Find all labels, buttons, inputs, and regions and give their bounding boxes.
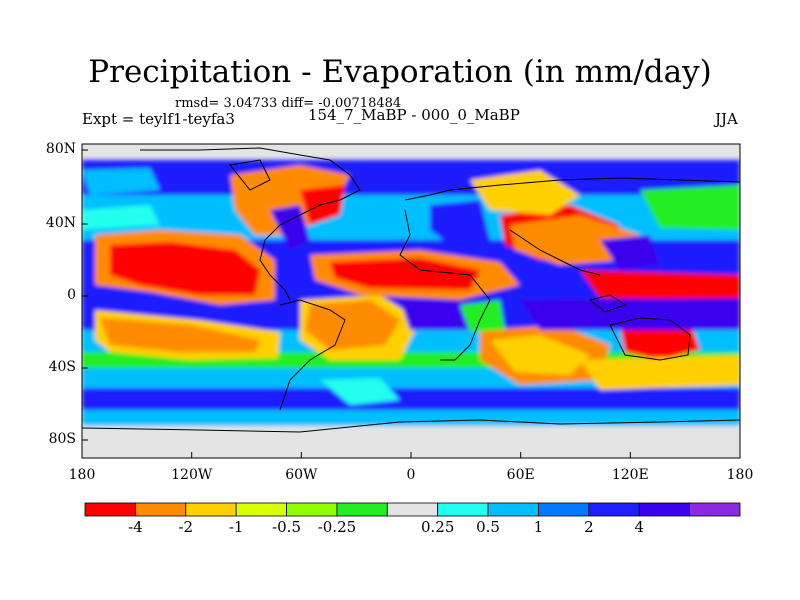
colorbar-swatch [235, 502, 287, 517]
colorbar-swatch [286, 502, 338, 517]
colorbar [84, 502, 741, 517]
lon-tick-label: 60E [506, 467, 535, 483]
colorbar-label: 1 [533, 518, 544, 536]
colorbar-label: -1 [228, 518, 244, 536]
precip-evap-field [82, 144, 740, 458]
experiment-label: Expt = teylf1-teyfa3 [82, 110, 235, 128]
lon-tick-label: 0 [406, 467, 416, 483]
colorbar-label: 4 [634, 518, 644, 536]
lon-tick-label: 60W [285, 467, 318, 483]
lat-tick-label: 40S [48, 359, 76, 375]
colorbar-swatch [689, 502, 741, 517]
colorbar-label: -0.25 [317, 518, 357, 536]
coastlines [82, 147, 740, 433]
colorbar-label: -4 [128, 518, 143, 536]
colorbar-swatch [386, 502, 439, 517]
colorbar-label: 2 [584, 518, 594, 536]
colorbar-swatch [487, 502, 539, 517]
lon-tick-label: 120W [171, 467, 213, 483]
lat-tick-label: 80N [45, 141, 76, 157]
season-label: JJA [715, 110, 738, 128]
period-label: 154_7_MaBP - 000_0_MaBP [308, 106, 520, 124]
colorbar-swatch [336, 502, 388, 517]
colorbar-label: 0.25 [420, 518, 455, 536]
plot-title: Precipitation - Evaporation (in mm/day) [88, 54, 712, 90]
stats-line: rmsd= 3.04733 diff= -0.00718484 [175, 96, 402, 111]
colorbar-label: -0.5 [272, 518, 301, 536]
colorbar-swatch [185, 502, 237, 517]
colorbar-label: 0.5 [476, 518, 500, 536]
colorbar-swatch [437, 502, 489, 517]
colorbar-swatch [134, 502, 187, 517]
lat-tick-label: 40N [45, 215, 76, 231]
colorbar-swatch [538, 502, 590, 517]
colorbar-swatch [84, 502, 136, 517]
map-ticks [81, 149, 741, 458]
lat-tick-label: 0 [67, 287, 76, 303]
colorbar-label: -2 [178, 518, 194, 536]
colorbar-swatch [638, 502, 691, 517]
colorbar-swatch [588, 502, 640, 517]
lon-tick-label: 180 [726, 467, 754, 483]
lon-tick-label: 180 [68, 467, 96, 483]
lon-tick-label: 120E [611, 467, 649, 483]
lat-tick-label: 80S [48, 431, 76, 447]
